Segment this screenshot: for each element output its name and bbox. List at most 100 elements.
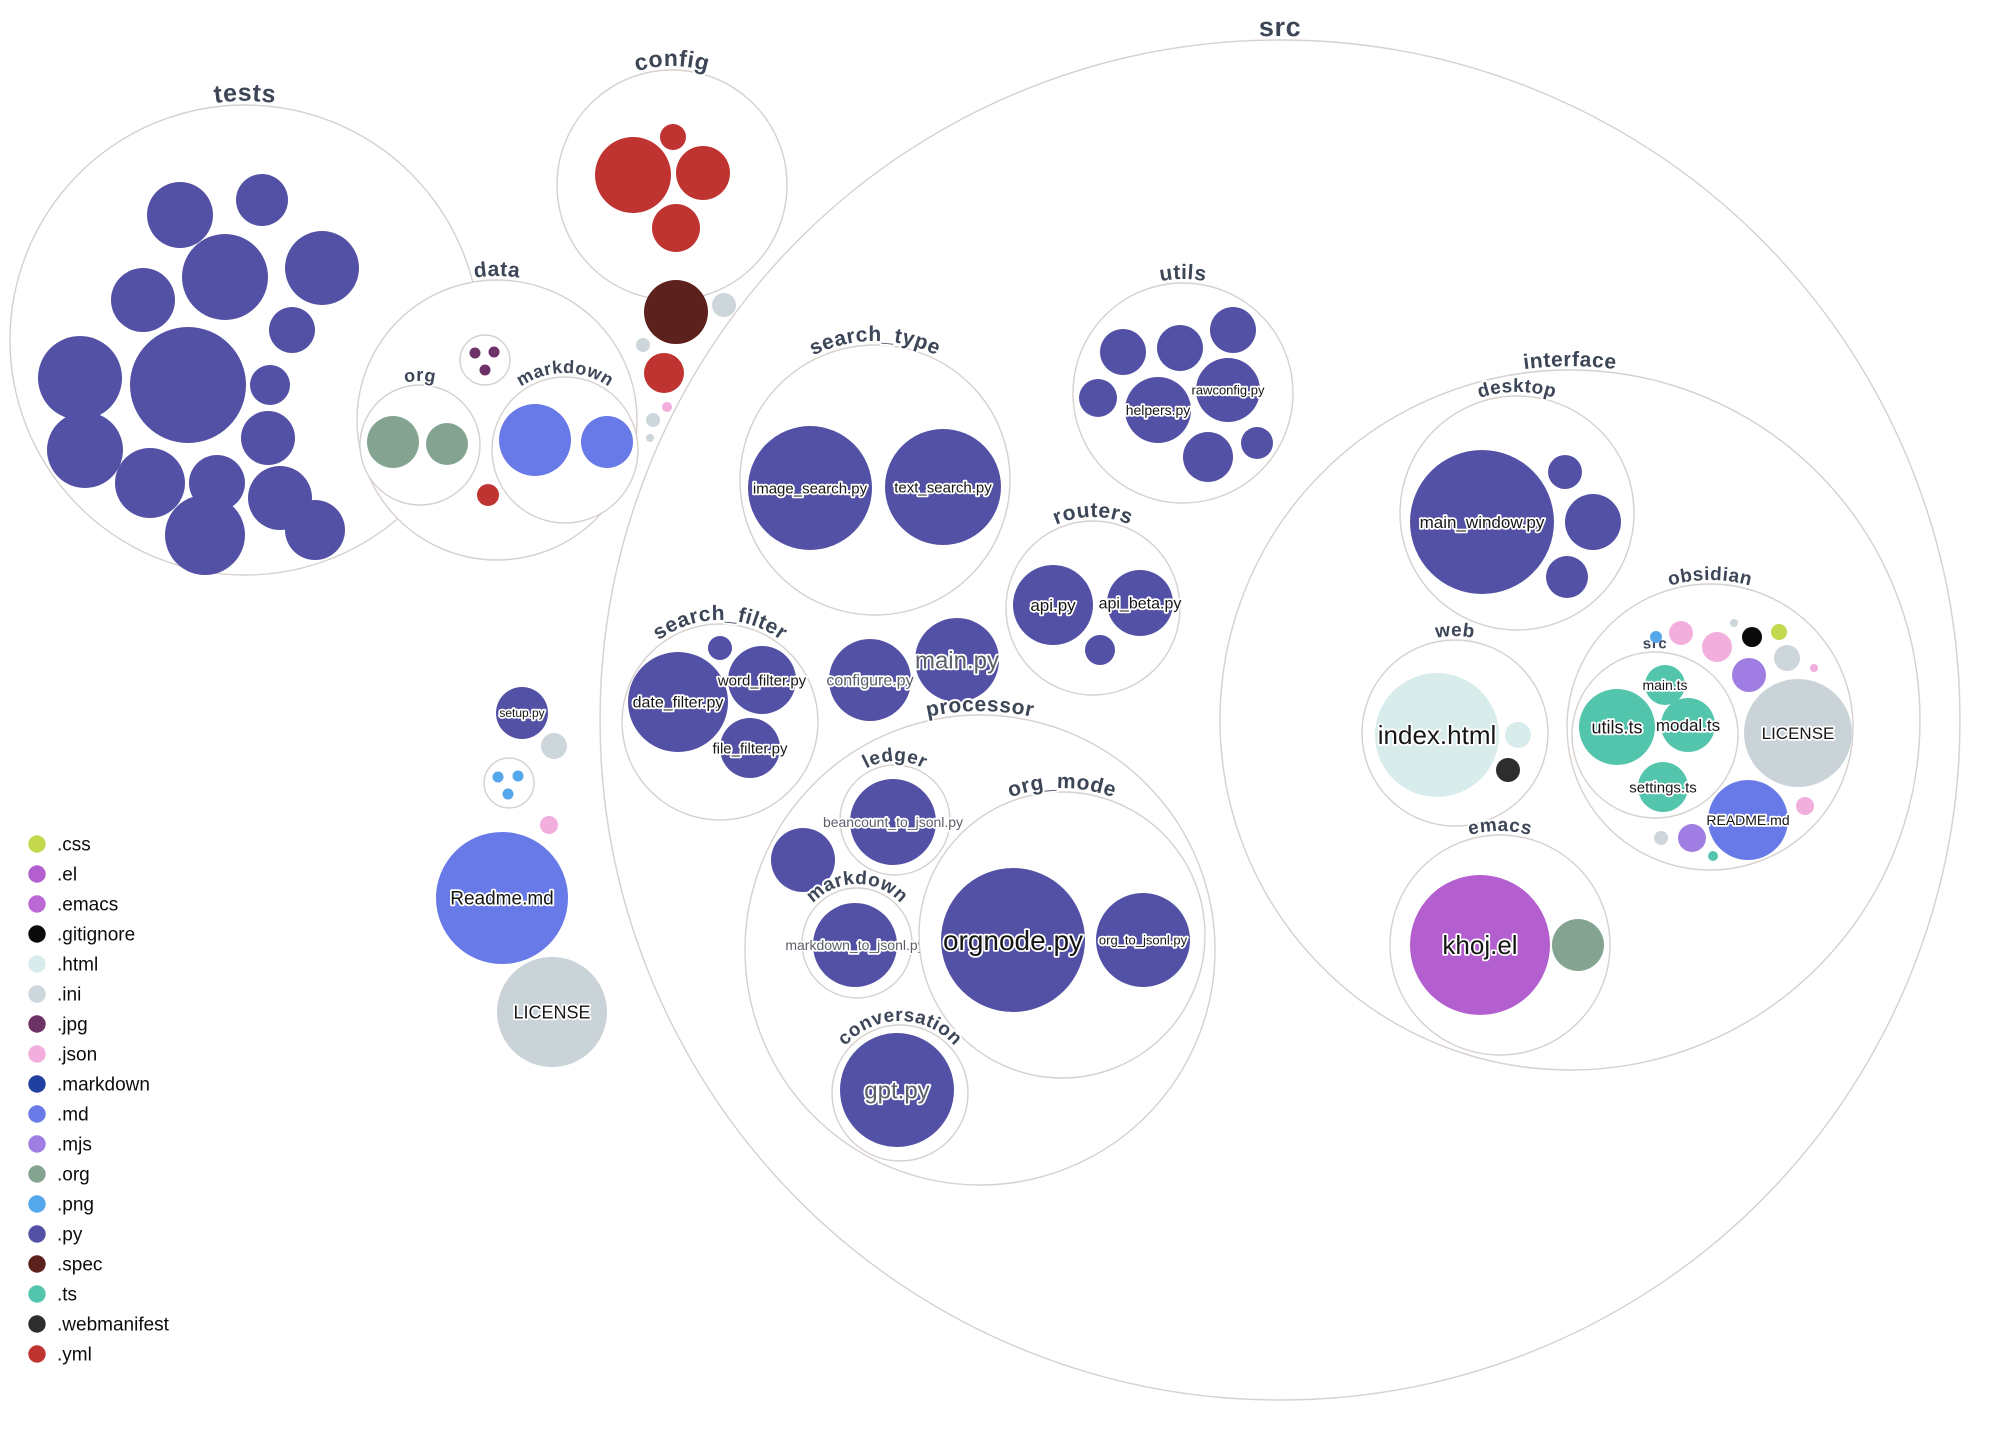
file-obsidian-ts-1-circle[interactable] <box>1708 851 1718 861</box>
file-markdown-to-jsonl-py-circle[interactable] <box>813 903 897 987</box>
file-obsidian-json-1-circle[interactable] <box>1669 621 1693 645</box>
file-data-org-1-circle[interactable] <box>367 416 419 468</box>
file-modal-ts-circle[interactable] <box>1661 698 1715 752</box>
file-index-html-circle[interactable] <box>1375 673 1499 797</box>
folder-data-jpg-circle[interactable] <box>459 334 511 386</box>
file-emacs-org-circle[interactable] <box>1552 919 1604 971</box>
file-data-yml-circle[interactable] <box>477 484 499 506</box>
file-obsidian-ini-3-circle[interactable] <box>1654 831 1668 845</box>
file-obsidian-license-circle[interactable] <box>1744 679 1852 787</box>
file-root-ini-5-circle[interactable] <box>541 733 567 759</box>
file-tests-py-8-circle[interactable] <box>130 327 246 443</box>
file-word-filter-py-circle[interactable] <box>728 646 796 714</box>
file-tests-py-5-circle[interactable] <box>285 231 359 305</box>
file-helpers-py-circle[interactable] <box>1125 377 1191 443</box>
file-tests-py-16-circle[interactable] <box>285 500 345 560</box>
file-root-ini-3-circle[interactable] <box>646 413 660 427</box>
legend-label-css: .css <box>57 835 91 856</box>
folder-root-png-circle[interactable] <box>483 757 535 809</box>
file-tests-py-9-circle[interactable] <box>250 365 290 405</box>
file-tests-py-11-circle[interactable] <box>47 412 123 488</box>
file-org-to-jsonl-py-circle[interactable] <box>1096 893 1190 987</box>
file-data-markdown-1-circle[interactable] <box>499 404 571 476</box>
file-orgnode-py-circle[interactable] <box>941 868 1085 1012</box>
file-root-json-2-circle[interactable] <box>540 816 558 834</box>
file-root-json-1-circle[interactable] <box>662 402 672 412</box>
file-routers-py-1-circle[interactable] <box>1085 635 1115 665</box>
file-tests-py-7-circle[interactable] <box>38 336 122 420</box>
folder-config-circle[interactable] <box>556 69 788 301</box>
file-root-png-1-circle[interactable] <box>492 771 504 783</box>
file-config-yml-1-circle[interactable] <box>595 137 671 213</box>
file-obsidian-png-1-circle[interactable] <box>1650 631 1662 643</box>
file-desktop-py-1-circle[interactable] <box>1548 455 1582 489</box>
file-text-search-py-circle[interactable] <box>885 429 1001 545</box>
file-obsidian-json-4-circle[interactable] <box>1796 797 1814 815</box>
file-utils-py-3-circle[interactable] <box>1210 307 1256 353</box>
folder-routers-circle[interactable] <box>1005 520 1181 696</box>
file-tests-py-15-circle[interactable] <box>165 495 245 575</box>
file-obsidian-readme-md-circle[interactable] <box>1708 780 1788 860</box>
file-main-window-py-circle[interactable] <box>1410 450 1554 594</box>
file-obsidian-json-3-circle[interactable] <box>1810 664 1818 672</box>
file-root-yml-circle[interactable] <box>644 353 684 393</box>
file-tests-py-3-circle[interactable] <box>111 268 175 332</box>
file-obsidian-mjs-1-circle[interactable] <box>1732 658 1766 692</box>
file-utils-py-1-circle[interactable] <box>1100 329 1146 375</box>
file-search-filter-py-1-circle[interactable] <box>708 636 732 660</box>
file-data-jpg-1-circle[interactable] <box>469 347 481 359</box>
file-config-yml-4-circle[interactable] <box>652 204 700 252</box>
file-api-beta-py-circle[interactable] <box>1107 570 1173 636</box>
file-data-org-2-circle[interactable] <box>426 423 468 465</box>
file-obsidian-ini-2-circle[interactable] <box>1774 645 1800 671</box>
file-main-py-circle[interactable] <box>915 618 999 702</box>
file-tests-py-2-circle[interactable] <box>236 174 288 226</box>
file-license-circle[interactable] <box>497 957 607 1067</box>
file-utils-py-6-circle[interactable] <box>1241 427 1273 459</box>
file-gpt-py-circle[interactable] <box>840 1033 954 1147</box>
file-web-html-1-circle[interactable] <box>1505 722 1531 748</box>
file-api-py-circle[interactable] <box>1013 565 1093 645</box>
file-root-spec-circle[interactable] <box>644 280 708 344</box>
file-obsidian-ini-1-circle[interactable] <box>1730 619 1738 627</box>
file-readme-md-circle[interactable] <box>436 832 568 964</box>
file-obsidian-mjs-2-circle[interactable] <box>1678 824 1706 852</box>
file-utils-py-2-circle[interactable] <box>1157 325 1203 371</box>
file-root-ini-2-circle[interactable] <box>636 338 650 352</box>
file-date-filter-py-circle[interactable] <box>628 652 728 752</box>
file-root-png-3-circle[interactable] <box>502 788 514 800</box>
file-data-markdown-2-circle[interactable] <box>581 416 633 468</box>
file-processor-py-1-circle[interactable] <box>771 828 835 892</box>
file-image-search-py-circle[interactable] <box>748 426 872 550</box>
file-file-filter-py-circle[interactable] <box>720 718 780 778</box>
file-beancount-to-jsonl-py-circle[interactable] <box>850 779 936 865</box>
file-tests-py-6-circle[interactable] <box>269 307 315 353</box>
file-utils-py-4-circle[interactable] <box>1079 379 1117 417</box>
file-root-png-2-circle[interactable] <box>512 770 524 782</box>
file-config-yml-2-circle[interactable] <box>676 146 730 200</box>
file-obsidian-gitignore-circle[interactable] <box>1742 627 1762 647</box>
file-setup-py-circle[interactable] <box>496 687 548 739</box>
file-config-yml-3-circle[interactable] <box>660 124 686 150</box>
file-khoj-el-circle[interactable] <box>1410 875 1550 1015</box>
folder-data-org-circle[interactable] <box>359 384 481 506</box>
file-data-jpg-2-circle[interactable] <box>488 346 500 358</box>
file-tests-py-4-circle[interactable] <box>182 234 268 320</box>
file-utils-py-5-circle[interactable] <box>1183 432 1233 482</box>
file-utils-ts-circle[interactable] <box>1579 689 1655 765</box>
file-configure-py-circle[interactable] <box>829 639 911 721</box>
file-root-ini-4-circle[interactable] <box>646 434 654 442</box>
file-settings-ts-circle[interactable] <box>1638 762 1688 812</box>
file-main-ts-circle[interactable] <box>1645 665 1685 705</box>
file-obsidian-css-circle[interactable] <box>1771 624 1787 640</box>
file-data-jpg-3-circle[interactable] <box>479 364 491 376</box>
file-tests-py-12-circle[interactable] <box>115 448 185 518</box>
file-rawconfig-py-circle[interactable] <box>1196 358 1260 422</box>
file-web-webmanifest-circle[interactable] <box>1496 758 1520 782</box>
file-root-ini-1-circle[interactable] <box>712 293 736 317</box>
file-desktop-py-2-circle[interactable] <box>1565 494 1621 550</box>
file-obsidian-json-2-circle[interactable] <box>1702 632 1732 662</box>
file-tests-py-1-circle[interactable] <box>147 182 213 248</box>
file-tests-py-10-circle[interactable] <box>241 411 295 465</box>
file-desktop-py-3-circle[interactable] <box>1546 556 1588 598</box>
